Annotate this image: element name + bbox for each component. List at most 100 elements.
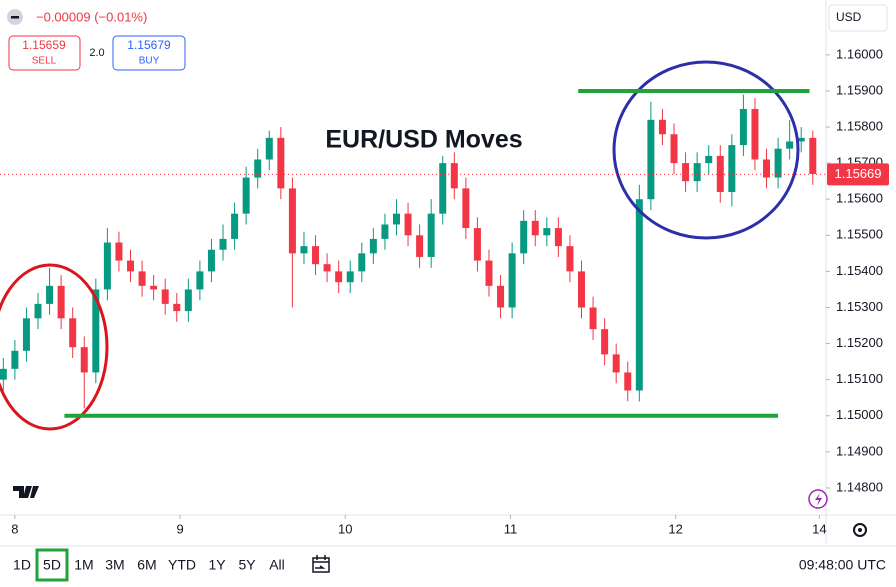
y-tick-label: 1.14800	[836, 479, 883, 494]
candle-body	[231, 213, 239, 239]
currency: USD	[836, 10, 862, 24]
x-tick-label: 9	[176, 521, 183, 536]
candle-body	[219, 238, 227, 250]
candle-body	[450, 163, 458, 189]
x-tick-label: 11	[504, 521, 518, 536]
candle-body	[774, 148, 782, 178]
candle-body	[369, 238, 377, 254]
candle-body	[670, 134, 678, 164]
y-tick-label: 1.14900	[836, 443, 883, 458]
candle-body	[207, 249, 215, 272]
y-tick-label: 1.15500	[836, 227, 883, 242]
range-button[interactable]: 5Y	[238, 557, 256, 573]
price-change: −0.00009 (−0.01%)	[36, 9, 147, 24]
candle-body	[786, 141, 794, 149]
x-tick-label: 14	[812, 521, 826, 536]
candle-body	[115, 242, 123, 261]
range-button[interactable]: All	[269, 557, 285, 573]
x-tick-label: 10	[338, 521, 352, 536]
candle-body	[543, 228, 551, 236]
candle-body	[693, 163, 701, 182]
y-tick-label: 1.15300	[836, 299, 883, 314]
candle-body	[11, 350, 19, 369]
y-tick-label: 1.15100	[836, 371, 883, 386]
candle-body	[531, 220, 539, 236]
candle-body	[797, 137, 805, 142]
last-price-label: 1.15669	[835, 166, 882, 181]
candle-body	[439, 163, 447, 214]
alert-bolt	[815, 493, 822, 506]
collapse-icon	[11, 16, 19, 19]
candle-body	[728, 145, 736, 192]
candle-body	[103, 242, 111, 290]
candle-body	[69, 318, 77, 348]
logo	[13, 486, 39, 498]
candle-body	[485, 260, 493, 286]
y-tick-label: 1.15200	[836, 335, 883, 350]
date-range-icon[interactable]	[312, 555, 330, 573]
candle-body	[254, 159, 262, 178]
candle-body	[647, 119, 655, 200]
x-tick-label: 12	[668, 521, 682, 536]
candle-body	[658, 119, 666, 135]
candle-body	[335, 271, 343, 283]
candle-body	[312, 246, 320, 265]
range-button[interactable]: 5D	[43, 557, 61, 573]
candle-body	[46, 285, 54, 304]
candle-body	[589, 307, 597, 330]
candle-body	[416, 235, 424, 257]
range-button[interactable]: 3M	[105, 557, 124, 573]
clock: 09:48:00 UTC	[799, 557, 886, 573]
range-button[interactable]: 6M	[137, 557, 156, 573]
range-button[interactable]: YTD	[168, 557, 196, 573]
candle-body	[739, 108, 747, 146]
range-button[interactable]: 1M	[74, 557, 93, 573]
highlight-circle	[0, 263, 109, 431]
candle-body	[601, 329, 609, 355]
candle-body	[358, 253, 366, 272]
x-tick-label: 8	[11, 521, 18, 536]
y-tick-label: 1.15900	[836, 82, 883, 97]
candle-body	[196, 271, 204, 290]
y-tick-label: 1.15400	[836, 263, 883, 278]
candle-body	[612, 354, 620, 373]
plot	[0, 94, 817, 409]
candle-body	[138, 271, 146, 286]
settings-dot	[858, 528, 862, 532]
candle-body	[497, 285, 505, 308]
candle-body	[578, 271, 586, 308]
candle-body	[277, 137, 285, 189]
candle-body	[427, 213, 435, 257]
candle-body	[809, 137, 817, 174]
candle-body	[473, 228, 481, 261]
candle-body	[80, 347, 88, 373]
candle-body	[508, 253, 516, 308]
candle-body	[127, 260, 135, 272]
candle-body	[392, 213, 400, 225]
settings-icon[interactable]	[853, 523, 867, 537]
last-price-tag	[827, 163, 889, 186]
candle-body	[161, 289, 169, 304]
y-tick-label: 1.16000	[836, 46, 883, 61]
sell-label: SELL	[32, 56, 57, 67]
sell-price: 1.15659	[22, 38, 66, 52]
candle-body	[92, 289, 100, 373]
candle-body	[554, 228, 562, 247]
candle-body	[520, 220, 528, 254]
currency-box[interactable]	[828, 4, 888, 32]
candle-body	[682, 163, 690, 182]
candle-body	[173, 303, 181, 312]
y-tick-label: 1.15600	[836, 191, 883, 206]
y-tick-label: 1.15800	[836, 118, 883, 133]
range-button[interactable]: 1Y	[208, 557, 226, 573]
sell-button[interactable]	[8, 35, 81, 71]
candle-body	[624, 372, 632, 391]
buy-button[interactable]	[112, 35, 186, 71]
candle-body	[57, 285, 65, 319]
candle-body	[242, 177, 250, 214]
candle-body	[22, 318, 30, 351]
range-button[interactable]: 1D	[13, 557, 31, 573]
candle-body	[635, 199, 643, 391]
